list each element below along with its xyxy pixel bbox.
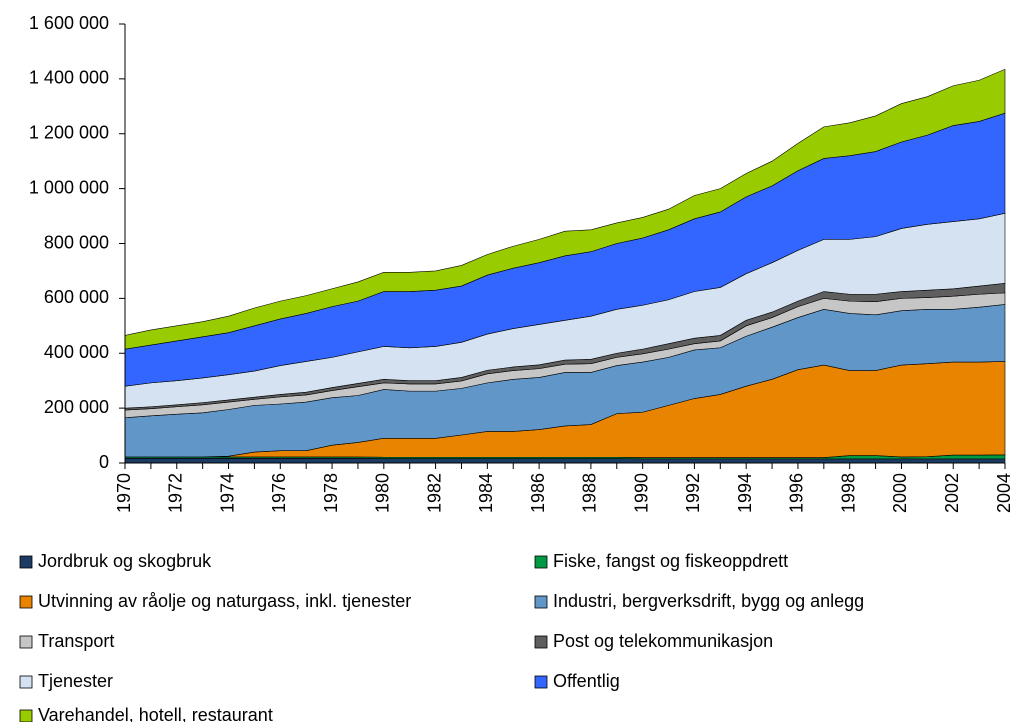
legend-label: Transport bbox=[38, 631, 114, 651]
legend-label: Utvinning av råolje og naturgass, inkl. … bbox=[38, 591, 411, 611]
y-tick-label: 1 600 000 bbox=[29, 13, 109, 33]
legend-swatch bbox=[19, 675, 33, 689]
y-tick-label: 1 000 000 bbox=[29, 177, 109, 197]
x-tick-label: 1982 bbox=[424, 473, 444, 513]
x-tick-label: 1994 bbox=[735, 473, 755, 513]
y-tick-label: 800 000 bbox=[44, 232, 109, 252]
x-tick-label: 2000 bbox=[890, 473, 910, 513]
legend-label: Offentlig bbox=[553, 671, 620, 691]
x-tick-label: 1990 bbox=[631, 473, 651, 513]
x-tick-label: 1988 bbox=[580, 473, 600, 513]
x-tick-label: 1976 bbox=[269, 473, 289, 513]
x-tick-label: 1978 bbox=[321, 473, 341, 513]
legend-swatch bbox=[534, 635, 548, 649]
y-tick-label: 1 400 000 bbox=[29, 68, 109, 88]
x-tick-label: 1998 bbox=[838, 473, 858, 513]
legend-swatch bbox=[19, 709, 33, 723]
legend-swatch bbox=[19, 635, 33, 649]
legend-swatch bbox=[19, 555, 33, 569]
x-tick-label: 1972 bbox=[166, 473, 186, 513]
legend-label: Fiske, fangst og fiskeoppdrett bbox=[553, 551, 788, 571]
x-tick-label: 1970 bbox=[114, 473, 134, 513]
x-tick-label: 2004 bbox=[994, 473, 1014, 513]
x-tick-label: 1974 bbox=[217, 473, 237, 513]
legend-label: Industri, bergverksdrift, bygg og anlegg bbox=[553, 591, 864, 611]
y-tick-label: 600 000 bbox=[44, 287, 109, 307]
y-tick-label: 0 bbox=[99, 452, 109, 472]
legend-label: Jordbruk og skogbruk bbox=[38, 551, 212, 571]
legend-swatch bbox=[534, 595, 548, 609]
legend-swatch bbox=[534, 675, 548, 689]
legend-swatch bbox=[19, 595, 33, 609]
legend-label: Post og telekommunikasjon bbox=[553, 631, 773, 651]
x-tick-label: 1984 bbox=[476, 473, 496, 513]
legend-swatch bbox=[534, 555, 548, 569]
y-tick-label: 400 000 bbox=[44, 342, 109, 362]
legend-label: Tjenester bbox=[38, 671, 113, 691]
y-tick-label: 1 200 000 bbox=[29, 123, 109, 143]
area bbox=[124, 68, 1006, 350]
x-tick-label: 2002 bbox=[942, 473, 962, 513]
x-tick-label: 1992 bbox=[683, 473, 703, 513]
y-tick-label: 200 000 bbox=[44, 397, 109, 417]
x-tick-label: 1980 bbox=[373, 473, 393, 513]
legend-label: Varehandel, hotell, restaurant bbox=[38, 705, 273, 722]
x-tick-label: 1996 bbox=[787, 473, 807, 513]
x-tick-label: 1986 bbox=[528, 473, 548, 513]
